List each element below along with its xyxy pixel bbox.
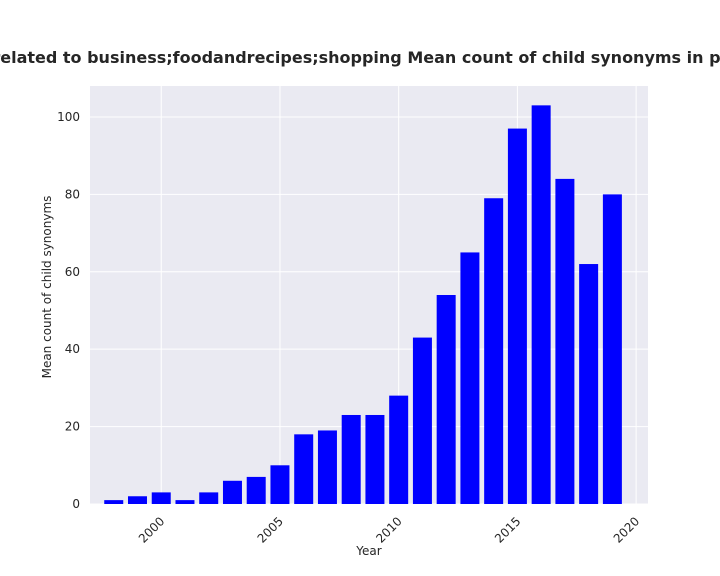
x-tick-label: 2020 <box>611 514 642 545</box>
x-axis-ticks: 2000 2005 2010 2015 2020 <box>136 514 642 545</box>
chart-title: Policies are related to business;foodand… <box>0 48 720 67</box>
y-tick-label: 40 <box>65 342 80 356</box>
y-tick-label: 20 <box>65 420 80 434</box>
bar-2015 <box>507 128 527 504</box>
bar-2018 <box>579 264 599 504</box>
bar-1998 <box>104 500 124 504</box>
bar-2008 <box>341 414 361 504</box>
y-axis-ticks: 0 20 40 60 80 100 <box>57 110 80 511</box>
x-tick-label: 2015 <box>492 514 523 545</box>
bar-2016 <box>531 105 551 504</box>
x-tick-label: 2010 <box>373 514 404 545</box>
bar-2006 <box>294 434 314 504</box>
y-tick-label: 100 <box>57 110 80 124</box>
bar-2012 <box>436 295 456 504</box>
bar-2004 <box>246 476 266 504</box>
y-tick-label: 0 <box>72 497 80 511</box>
bar-2017 <box>555 178 575 504</box>
bar-2011 <box>412 337 432 504</box>
bar-2009 <box>365 414 385 504</box>
x-tick-label: 2005 <box>255 514 286 545</box>
bar-2000 <box>151 492 171 504</box>
x-axis-label: Year <box>355 544 381 558</box>
y-tick-label: 80 <box>65 187 80 201</box>
bar-2007 <box>317 430 337 504</box>
bar-2001 <box>175 500 195 504</box>
bar-2002 <box>199 492 219 504</box>
y-tick-label: 60 <box>65 265 80 279</box>
y-axis-label: Mean count of child synonyms <box>40 196 54 379</box>
bar-2010 <box>389 395 409 504</box>
bar-2019 <box>602 194 622 505</box>
bar-1999 <box>127 496 147 504</box>
x-tick-label: 2000 <box>136 514 167 545</box>
bar-2014 <box>484 198 504 505</box>
bars <box>104 105 622 505</box>
bar-2013 <box>460 252 480 504</box>
bar-2003 <box>222 480 242 504</box>
bar-2005 <box>270 465 290 504</box>
